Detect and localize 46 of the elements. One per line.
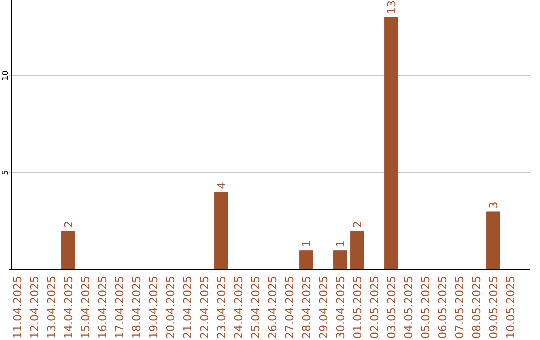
y-tick-label: 5 xyxy=(1,170,10,176)
data-label: 3 xyxy=(488,202,500,209)
data-label: 4 xyxy=(216,182,228,190)
x-tick-label: 23.04.2025 xyxy=(216,276,228,339)
data-label: 2 xyxy=(62,221,76,228)
data-label: 1 xyxy=(300,240,314,248)
x-tick-label: 28.04.2025 xyxy=(300,276,314,339)
x-tick-label: 21.04.2025 xyxy=(182,276,194,339)
x-tick-label: 25.04.2025 xyxy=(250,276,262,339)
bar xyxy=(62,231,76,270)
x-tick-label: 15.04.2025 xyxy=(80,276,92,339)
x-tick-label: 24.04.2025 xyxy=(232,276,246,339)
bar xyxy=(334,250,348,270)
x-tick-label: 03.05.2025 xyxy=(386,276,398,339)
x-tick-label: 06.05.2025 xyxy=(436,276,450,339)
x-tick-label: 10.05.2025 xyxy=(504,276,518,339)
x-tick-label: 27.04.2025 xyxy=(284,276,296,339)
bar xyxy=(214,192,228,270)
x-tick-label: 05.05.2025 xyxy=(420,276,432,339)
data-label: 13 xyxy=(386,0,398,14)
bar xyxy=(384,17,398,270)
x-tick-label: 17.04.2025 xyxy=(114,276,126,339)
x-tick-label: 14.04.2025 xyxy=(62,276,76,339)
x-tick-label: 11.04.2025 xyxy=(12,276,24,339)
x-tick-label: 20.04.2025 xyxy=(164,276,178,339)
x-tick-label: 01.05.2025 xyxy=(352,276,364,339)
bar xyxy=(350,231,364,270)
x-tick-label: 26.04.2025 xyxy=(266,276,280,339)
x-tick-label: 13.04.2025 xyxy=(46,276,58,339)
x-tick-label: 09.05.2025 xyxy=(488,276,500,339)
x-tick-label: 02.05.2025 xyxy=(368,276,382,339)
x-tick-label: 22.04.2025 xyxy=(198,276,212,339)
bar xyxy=(300,250,314,270)
x-tick-label: 12.04.2025 xyxy=(28,276,42,339)
x-tick-label: 16.04.2025 xyxy=(96,276,110,339)
x-tick-label: 04.05.2025 xyxy=(402,276,416,339)
data-label: 1 xyxy=(334,240,348,248)
x-tick-label: 08.05.2025 xyxy=(470,276,484,339)
x-tick-label: 19.04.2025 xyxy=(148,276,160,339)
data-label: 2 xyxy=(352,221,364,228)
y-tick-label: 10 xyxy=(1,70,10,81)
x-tick-label: 18.04.2025 xyxy=(130,276,144,339)
bar xyxy=(486,212,500,270)
x-tick-label: 30.04.2025 xyxy=(334,276,348,339)
x-tick-label: 07.05.2025 xyxy=(454,276,466,339)
x-tick-label: 29.04.2025 xyxy=(318,276,330,339)
